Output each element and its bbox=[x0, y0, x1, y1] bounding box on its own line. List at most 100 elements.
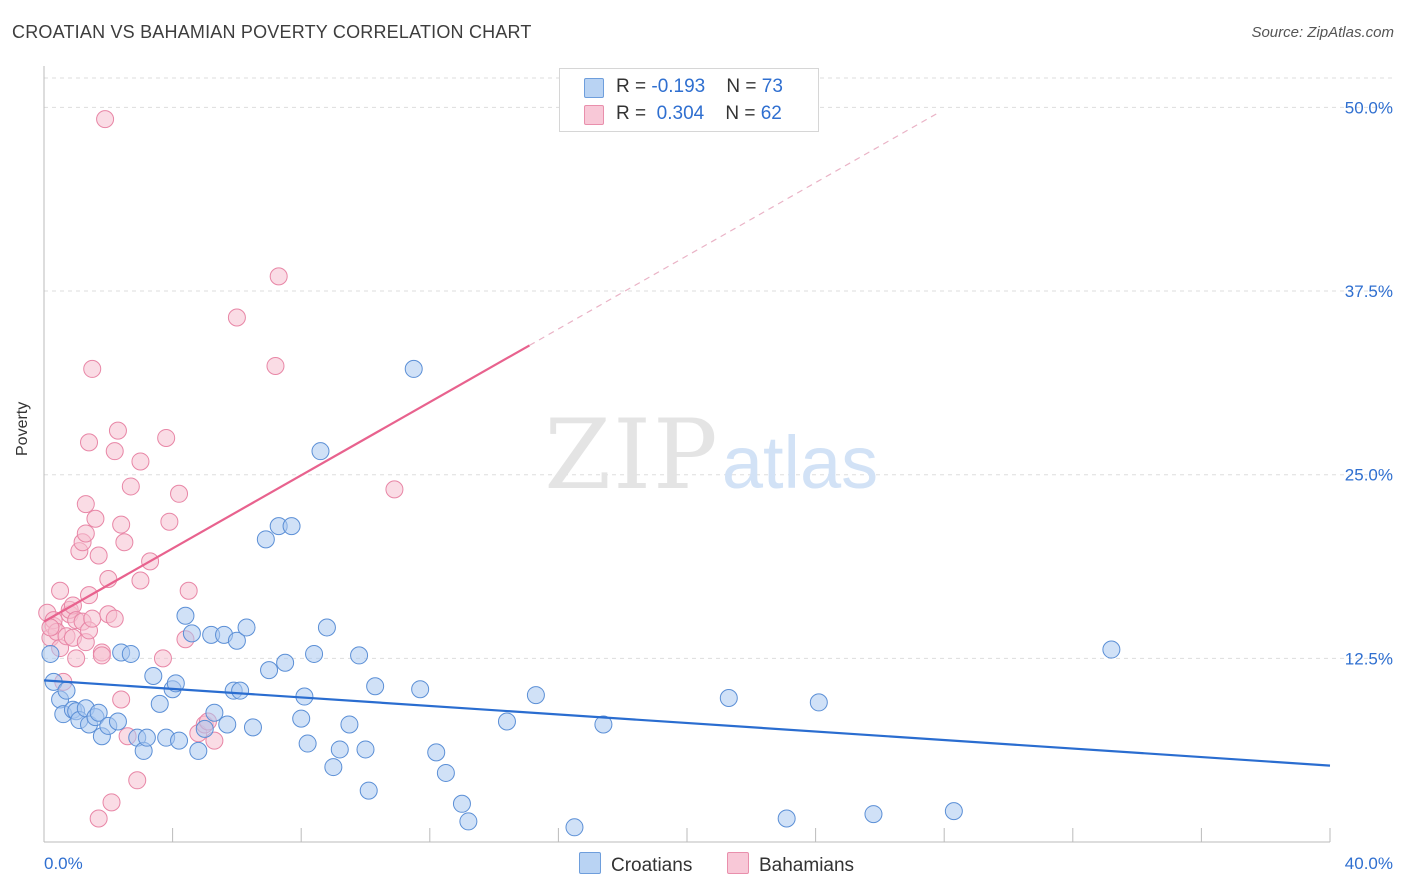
y-tick-label-1: 25.0% bbox=[1345, 466, 1393, 485]
bahamians-n-value: 62 bbox=[760, 103, 782, 124]
bottom-bahamians-swatch bbox=[727, 852, 749, 874]
croatian-point-43 bbox=[282, 517, 301, 536]
bahamian-point-45 bbox=[131, 452, 150, 471]
croatian-point-53 bbox=[350, 646, 369, 665]
croatian-point-72 bbox=[1102, 640, 1121, 659]
bottom-legend-croatians: Croatians bbox=[579, 852, 692, 876]
bahamian-point-34 bbox=[102, 793, 121, 812]
croatian-point-36 bbox=[231, 681, 250, 700]
croatian-point-55 bbox=[359, 781, 378, 800]
bahamian-point-28 bbox=[89, 809, 108, 828]
bahamian-point-56 bbox=[205, 731, 224, 750]
croatian-point-28 bbox=[189, 741, 208, 760]
chart-title: CROATIAN VS BAHAMIAN POVERTY CORRELATION… bbox=[12, 22, 532, 42]
croatian-point-51 bbox=[330, 740, 349, 759]
watermark: ZIP atlas bbox=[544, 399, 878, 511]
y-tick-label-0: 12.5% bbox=[1345, 649, 1393, 668]
bahamian-point-6 bbox=[51, 581, 70, 600]
tick-labels: 12.5% 25.0% 37.5% 50.0% 0.0% 40.0% bbox=[44, 98, 1393, 873]
bahamian-point-58 bbox=[266, 356, 285, 375]
y-tick-label-2: 37.5% bbox=[1345, 282, 1393, 301]
croatian-point-42 bbox=[276, 653, 295, 672]
bahamians-r-label: R = bbox=[616, 103, 652, 124]
bahamian-point-60 bbox=[385, 480, 404, 499]
bottom-bahamians-label: Bahamians bbox=[759, 855, 855, 876]
croatian-point-68 bbox=[777, 809, 796, 828]
croatian-point-33 bbox=[218, 715, 237, 734]
bahamian-point-23 bbox=[80, 433, 99, 452]
croatian-point-59 bbox=[427, 743, 446, 762]
croatian-point-57 bbox=[404, 359, 423, 378]
croatians-trend-line bbox=[43, 679, 1331, 767]
watermark-atlas: atlas bbox=[722, 421, 878, 504]
source-label: Source: ZipAtlas.com bbox=[1251, 24, 1394, 41]
bahamians-swatch bbox=[584, 105, 604, 125]
bahamian-point-35 bbox=[105, 442, 124, 461]
croatian-point-16 bbox=[121, 644, 140, 663]
bahamian-point-25 bbox=[83, 609, 102, 628]
bahamians-trend-extension bbox=[529, 112, 939, 346]
croatian-point-44 bbox=[292, 709, 311, 728]
x-tick-label-1: 40.0% bbox=[1345, 854, 1393, 873]
croatians-n-label: N = bbox=[726, 76, 762, 97]
bahamian-point-20 bbox=[76, 495, 95, 514]
bahamian-point-14 bbox=[67, 649, 86, 668]
bahamian-point-49 bbox=[160, 512, 179, 531]
croatian-point-48 bbox=[311, 442, 330, 461]
croatian-point-66 bbox=[594, 715, 613, 734]
croatians-r-label: R = bbox=[616, 76, 652, 97]
croatian-point-63 bbox=[497, 712, 516, 731]
croatian-point-65 bbox=[565, 818, 584, 837]
croatian-point-24 bbox=[166, 674, 185, 693]
croatian-point-31 bbox=[205, 703, 224, 722]
croatian-point-4 bbox=[57, 681, 76, 700]
bahamian-point-36 bbox=[105, 609, 124, 628]
bahamian-point-38 bbox=[112, 690, 131, 709]
bahamian-point-27 bbox=[89, 546, 108, 565]
bahamian-point-47 bbox=[153, 649, 172, 668]
bahamian-point-39 bbox=[112, 515, 131, 534]
croatian-point-46 bbox=[298, 734, 317, 753]
legend-text-bahamians: R = 0.304 N = 62 bbox=[616, 103, 782, 125]
bahamian-point-31 bbox=[96, 110, 115, 129]
croatian-point-50 bbox=[324, 758, 343, 777]
bahamian-point-48 bbox=[157, 428, 176, 447]
x-tick-label-0: 0.0% bbox=[44, 854, 83, 873]
croatian-point-29 bbox=[195, 719, 214, 738]
croatian-point-26 bbox=[176, 606, 195, 625]
croatian-point-25 bbox=[170, 731, 189, 750]
bahamians-trend-line bbox=[43, 344, 531, 623]
correlation-legend: R = -0.193 N = 73 R = 0.304 N = 62 bbox=[559, 68, 819, 132]
croatian-point-70 bbox=[864, 805, 883, 824]
legend-text-croatians: R = -0.193 N = 73 bbox=[616, 76, 783, 98]
bahamian-point-59 bbox=[269, 267, 288, 286]
croatian-point-38 bbox=[243, 718, 262, 737]
croatian-point-64 bbox=[526, 686, 545, 705]
croatians-points bbox=[41, 359, 1121, 837]
croatian-point-52 bbox=[340, 715, 359, 734]
trend-lines bbox=[43, 112, 1331, 767]
croatian-point-69 bbox=[809, 693, 828, 712]
y-tick-label-3: 50.0% bbox=[1345, 98, 1393, 117]
bahamian-point-19 bbox=[76, 524, 95, 543]
croatian-point-61 bbox=[452, 794, 471, 813]
bahamian-point-44 bbox=[131, 571, 150, 590]
croatian-point-14 bbox=[108, 712, 127, 731]
bahamian-point-30 bbox=[92, 646, 111, 665]
croatian-point-37 bbox=[237, 618, 256, 637]
bottom-croatians-swatch bbox=[579, 852, 601, 874]
croatian-point-11 bbox=[89, 703, 108, 722]
croatian-point-40 bbox=[260, 661, 279, 680]
bahamian-point-24 bbox=[83, 359, 102, 378]
croatian-point-56 bbox=[366, 677, 385, 696]
croatians-swatch bbox=[584, 78, 604, 98]
axes bbox=[43, 66, 1331, 843]
bahamian-point-52 bbox=[179, 581, 198, 600]
bahamians-n-label: N = bbox=[725, 103, 761, 124]
croatians-n-value: 73 bbox=[761, 76, 783, 97]
bottom-croatians-label: Croatians bbox=[611, 855, 693, 876]
watermark-zip: ZIP bbox=[544, 399, 719, 511]
croatian-point-20 bbox=[144, 666, 163, 685]
bahamians-r-value: 0.304 bbox=[656, 103, 705, 124]
